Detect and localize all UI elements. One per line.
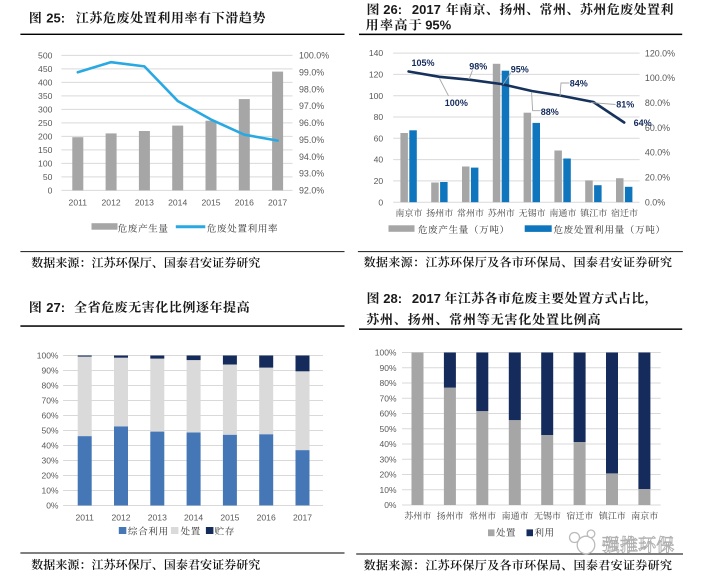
svg-text:20.0%: 20.0% [645, 173, 670, 183]
svg-text:500: 500 [38, 51, 53, 61]
svg-text:105%: 105% [412, 58, 435, 68]
svg-text:100: 100 [369, 91, 384, 101]
svg-text:0.0%: 0.0% [645, 197, 665, 207]
svg-text:20%: 20% [379, 470, 396, 480]
svg-text:60: 60 [374, 133, 384, 143]
svg-text:97.0%: 97.0% [299, 101, 324, 111]
svg-text:100%: 100% [375, 348, 397, 358]
svg-text:50%: 50% [41, 426, 58, 436]
svg-text:93.0%: 93.0% [299, 169, 324, 179]
svg-text:2013: 2013 [135, 197, 154, 207]
svg-text:100.0%: 100.0% [299, 51, 329, 61]
svg-text:0%: 0% [384, 500, 397, 510]
svg-text:140: 140 [369, 48, 384, 58]
svg-text:50%: 50% [379, 424, 396, 434]
svg-text:25:: 25: [46, 10, 65, 25]
svg-text:2015: 2015 [201, 197, 220, 207]
svg-text:70%: 70% [379, 393, 396, 403]
svg-text:450: 450 [38, 64, 53, 74]
svg-text:84%: 84% [570, 79, 588, 89]
svg-text:2012: 2012 [111, 513, 130, 523]
svg-text:27:: 27: [46, 300, 65, 315]
svg-text:2014: 2014 [184, 513, 203, 523]
svg-text:95%: 95% [511, 65, 529, 75]
svg-text:120.0%: 120.0% [645, 48, 675, 58]
svg-text:98%: 98% [469, 61, 487, 71]
svg-text:2017: 2017 [293, 513, 312, 523]
svg-text:2011: 2011 [69, 197, 88, 207]
svg-text:80: 80 [374, 112, 384, 122]
svg-text:20%: 20% [41, 471, 58, 481]
svg-text:30%: 30% [41, 456, 58, 466]
svg-text:92.0%: 92.0% [299, 186, 324, 196]
svg-text:2012: 2012 [102, 197, 121, 207]
svg-text:2016: 2016 [235, 197, 254, 207]
svg-text:2017: 2017 [268, 197, 287, 207]
svg-text:80.0%: 80.0% [645, 98, 670, 108]
svg-text:94.0%: 94.0% [299, 152, 324, 162]
svg-text:400: 400 [38, 78, 53, 88]
svg-text:70%: 70% [41, 396, 58, 406]
svg-text:250: 250 [38, 118, 53, 128]
svg-text:64%: 64% [634, 118, 652, 128]
svg-text:2015: 2015 [220, 513, 239, 523]
svg-text:90%: 90% [41, 366, 58, 376]
svg-text:10%: 10% [41, 486, 58, 496]
svg-text:96.0%: 96.0% [299, 118, 324, 128]
svg-text:40%: 40% [41, 441, 58, 451]
svg-text:60.0%: 60.0% [645, 123, 670, 133]
svg-text:98.0%: 98.0% [299, 84, 324, 94]
svg-text:100%: 100% [445, 98, 468, 108]
svg-text:100.0%: 100.0% [645, 73, 675, 83]
svg-text:90%: 90% [379, 363, 396, 373]
svg-text:200: 200 [38, 132, 53, 142]
svg-text:2017: 2017 [412, 291, 441, 306]
svg-text:350: 350 [38, 91, 53, 101]
svg-text:28:: 28: [383, 291, 402, 306]
svg-text:60%: 60% [41, 411, 58, 421]
svg-text:0%: 0% [46, 501, 59, 511]
svg-text:81%: 81% [616, 100, 634, 110]
svg-text:60%: 60% [379, 409, 396, 419]
svg-text:40.0%: 40.0% [645, 148, 670, 158]
svg-text:95.0%: 95.0% [299, 135, 324, 145]
svg-text:0: 0 [48, 186, 53, 196]
svg-text:80%: 80% [379, 378, 396, 388]
svg-text:100: 100 [38, 159, 53, 169]
svg-text:99.0%: 99.0% [299, 67, 324, 77]
svg-text:0: 0 [378, 197, 383, 207]
svg-text:80%: 80% [41, 381, 58, 391]
svg-text:2011: 2011 [75, 513, 94, 523]
svg-text:40%: 40% [379, 439, 396, 449]
svg-text:88%: 88% [541, 107, 559, 117]
svg-text:120: 120 [369, 70, 384, 80]
svg-text:2014: 2014 [168, 197, 187, 207]
svg-text:300: 300 [38, 105, 53, 115]
svg-text:100%: 100% [37, 351, 59, 361]
svg-text:2013: 2013 [148, 513, 167, 523]
svg-text:30%: 30% [379, 454, 396, 464]
svg-text:2016: 2016 [257, 513, 276, 523]
svg-text:150: 150 [38, 145, 53, 155]
svg-text:26:: 26: [383, 2, 402, 17]
svg-text:50: 50 [43, 172, 53, 182]
svg-text:10%: 10% [379, 485, 396, 495]
svg-text:2017: 2017 [412, 2, 441, 17]
svg-text:95%: 95% [425, 18, 451, 33]
svg-text:20: 20 [374, 176, 384, 186]
svg-text:40: 40 [374, 155, 384, 165]
